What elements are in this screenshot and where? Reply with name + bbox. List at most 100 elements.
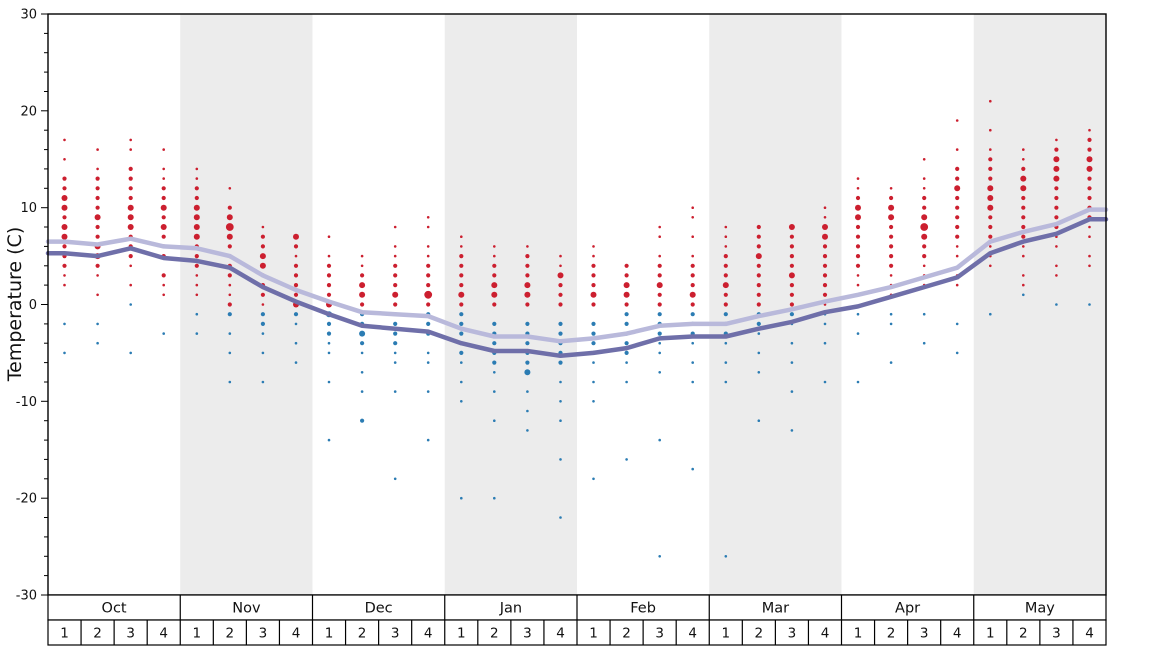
max-temp-dot	[96, 167, 99, 171]
max-temp-dot	[259, 262, 266, 269]
max-temp-dot	[822, 263, 828, 268]
min-temp-dot	[724, 555, 728, 558]
y-tick-label: 0	[29, 298, 37, 313]
week-number-label: 2	[93, 626, 102, 642]
max-temp-dot	[493, 254, 496, 258]
y-tick-label: 20	[20, 104, 37, 119]
y-tick-label: -20	[16, 492, 37, 507]
max-temp-dot	[393, 245, 397, 248]
min-temp-dot	[1022, 293, 1025, 297]
max-temp-dot	[822, 283, 828, 288]
max-temp-dot	[228, 187, 232, 190]
max-temp-dot	[95, 176, 100, 181]
max-temp-dot	[293, 263, 299, 268]
week-number-label: 3	[655, 626, 664, 642]
month-shading-band	[973, 14, 1106, 595]
max-temp-dot	[989, 99, 992, 103]
max-temp-dot	[195, 177, 199, 180]
max-temp-dot	[889, 244, 894, 249]
week-number-label: 1	[722, 626, 731, 642]
max-temp-dot	[658, 235, 661, 238]
max-temp-dot	[988, 234, 993, 239]
max-temp-dot	[127, 224, 134, 230]
min-temp-dot	[327, 438, 331, 442]
min-temp-dot	[162, 332, 165, 335]
max-temp-dot	[193, 204, 200, 211]
max-temp-dot	[459, 254, 464, 259]
week-number-label: 3	[523, 626, 532, 642]
max-temp-dot	[822, 244, 828, 249]
week-number-label: 3	[126, 626, 135, 642]
max-temp-dot	[491, 282, 498, 289]
max-temp-dot	[1054, 147, 1059, 152]
max-temp-dot	[988, 157, 993, 162]
max-temp-dot	[558, 283, 563, 288]
average-min-temp-line	[45, 217, 1109, 359]
min-temp-dot	[559, 419, 562, 423]
max-temp-dot	[789, 292, 795, 297]
min-temp-dot	[559, 400, 562, 403]
max-temp-dot	[988, 166, 993, 171]
max-temp-dot	[526, 245, 529, 248]
max-temp-dot	[989, 128, 992, 132]
max-temp-dot	[63, 274, 66, 277]
max-temp-dot	[194, 263, 199, 268]
week-number-label: 2	[1019, 626, 1028, 642]
max-temp-dot	[160, 204, 167, 211]
min-temp-dot	[360, 341, 365, 346]
min-temp-dot	[624, 321, 629, 326]
max-temp-dot	[1086, 165, 1093, 172]
max-temp-dot	[195, 293, 199, 297]
min-temp-dot	[558, 331, 563, 336]
max-temp-dot	[856, 177, 860, 180]
min-temp-dot	[426, 351, 430, 355]
max-temp-dot	[62, 215, 67, 220]
max-temp-dot	[193, 214, 200, 221]
max-temp-dot	[294, 254, 298, 258]
average-max-temp-line	[45, 207, 1109, 344]
max-temp-dot	[657, 302, 662, 307]
max-temp-dot	[195, 167, 199, 171]
max-temp-dot	[988, 176, 993, 181]
max-temp-dot	[359, 282, 366, 289]
max-temp-dot	[955, 195, 960, 201]
max-temp-dot	[756, 283, 761, 288]
max-temp-dot	[1021, 205, 1026, 210]
max-temp-dot	[955, 119, 959, 122]
min-temp-dot	[326, 331, 332, 336]
min-temp-dot	[889, 322, 893, 326]
max-temp-dot	[61, 195, 68, 201]
max-temp-dot	[228, 293, 232, 297]
min-temp-dot	[625, 380, 628, 384]
max-temp-dot	[493, 245, 496, 248]
max-temp-dot	[195, 274, 199, 277]
min-temp-dot	[625, 458, 628, 461]
min-temp-dot	[460, 380, 463, 384]
max-temp-dot	[756, 263, 761, 268]
max-temp-dot	[227, 205, 232, 210]
max-temp-dot	[623, 282, 630, 289]
min-temp-dot	[889, 312, 893, 316]
min-temp-dot	[526, 429, 529, 432]
max-temp-dot	[127, 214, 134, 221]
max-temp-dot	[225, 223, 234, 231]
min-temp-dot	[757, 419, 761, 423]
month-label: Mar	[762, 601, 789, 617]
y-tick-label: -30	[16, 589, 37, 604]
max-temp-dot	[426, 283, 431, 288]
month-label: Dec	[365, 601, 393, 617]
max-temp-dot	[856, 283, 860, 287]
week-number-label: 3	[391, 626, 400, 642]
max-temp-dot	[856, 274, 860, 277]
max-temp-dot	[162, 167, 165, 171]
max-temp-dot	[96, 293, 99, 297]
min-temp-dot	[790, 341, 794, 345]
min-temp-dot	[558, 360, 563, 365]
max-temp-dot	[1020, 185, 1027, 192]
min-temp-dot	[63, 322, 66, 326]
min-temp-dot	[492, 321, 497, 326]
max-temp-dot	[459, 273, 464, 278]
y-tick-label: 30	[20, 8, 37, 23]
max-temp-dot	[426, 254, 430, 258]
week-number-label: 4	[688, 626, 697, 642]
